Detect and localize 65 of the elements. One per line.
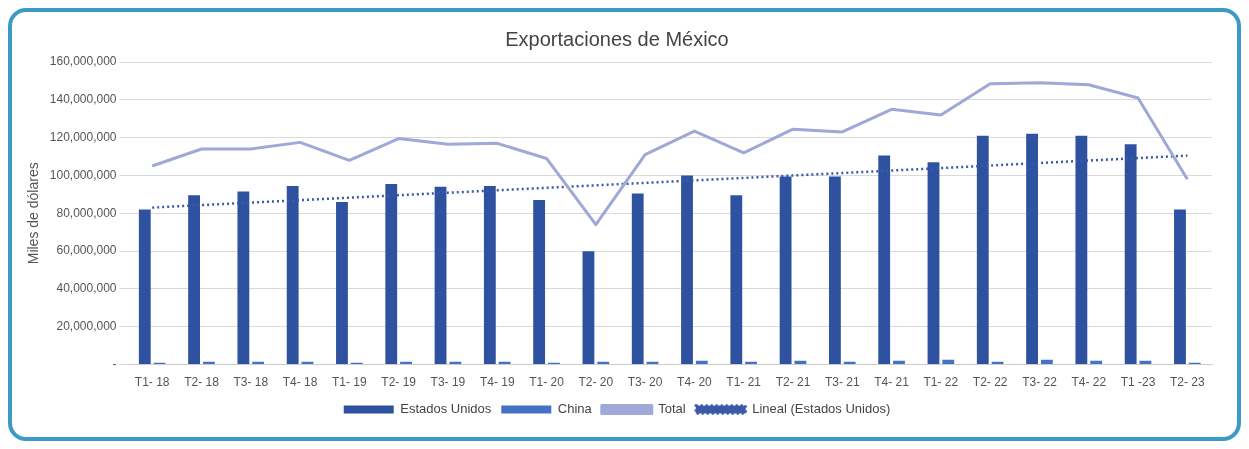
x-tick-label: T3- 18 (233, 375, 269, 390)
bar (695, 360, 708, 365)
x-tick-label: T2- 22 (972, 375, 1008, 390)
bar (1174, 209, 1186, 365)
x-tick-label: T4- 18 (282, 375, 318, 390)
x-tick-label: T3- 19 (430, 375, 466, 390)
x-tick-label: T3- 22 (1022, 375, 1058, 390)
x-tick-label: T4- 22 (1071, 375, 1107, 390)
x-tick-label: T2- 21 (775, 375, 811, 390)
x-tick-label: T2- 23 (1170, 375, 1206, 390)
x-tick-label: T4- 21 (874, 375, 910, 390)
y-tick-label: 40,000,000 (56, 281, 117, 296)
legend-label: China (557, 401, 593, 417)
x-tick-label: T3- 21 (824, 375, 860, 390)
bar (483, 185, 496, 365)
legend-label: Estados Unidos (400, 401, 492, 417)
bar (942, 359, 955, 365)
x-tick-label: T2- 18 (184, 375, 220, 390)
bar (1040, 359, 1053, 365)
bar (385, 183, 398, 365)
y-tick-label: 20,000,000 (56, 319, 117, 334)
bar (779, 176, 792, 365)
x-tick-label: T4- 20 (677, 375, 713, 390)
bar (286, 185, 299, 365)
bar (138, 209, 151, 365)
bar (1026, 133, 1038, 365)
y-tick-label: 140,000,000 (49, 92, 117, 107)
x-tick-label: T2- 20 (578, 375, 614, 390)
legend-label: Lineal (Estados Unidos) (752, 401, 891, 417)
x-tick-label: T1- 19 (332, 375, 368, 390)
bar (927, 162, 940, 365)
x-tick-label: T4- 19 (479, 375, 515, 390)
bar (631, 193, 644, 365)
y-tick-label: 60,000,000 (56, 243, 117, 258)
bar (582, 251, 595, 365)
chart-title: Exportaciones de México (505, 27, 729, 50)
y-tick-label: 120,000,000 (49, 129, 117, 144)
y-axis-title: Miles de dólares (25, 162, 42, 265)
y-tick-label: 160,000,000 (49, 54, 117, 69)
bar (188, 195, 200, 365)
bar (730, 195, 743, 365)
bar (681, 175, 693, 365)
bar (893, 360, 905, 365)
bar (1124, 144, 1137, 365)
legend-label: Total (658, 401, 686, 417)
bar (533, 200, 546, 365)
y-tick-label: 100,000,000 (49, 167, 117, 182)
x-tick-label: T1- 18 (134, 375, 170, 390)
x-tick-label: T3- 20 (627, 375, 663, 390)
bar (976, 135, 989, 365)
y-tick-label: - (112, 356, 117, 371)
bar (878, 155, 891, 365)
bar (434, 186, 447, 365)
x-tick-label: T2- 19 (381, 375, 417, 390)
x-tick-label: T1- 22 (923, 375, 959, 390)
bar (1090, 360, 1103, 365)
bar (794, 360, 807, 365)
bar (828, 176, 841, 365)
bar (1075, 135, 1088, 365)
x-tick-label: T1- 20 (529, 375, 565, 390)
x-tick-label: T1- 21 (726, 375, 762, 390)
x-tick-label: T1 -23 (1120, 375, 1156, 390)
y-tick-label: 80,000,000 (56, 205, 117, 220)
bar (336, 201, 348, 365)
bar (237, 191, 250, 365)
